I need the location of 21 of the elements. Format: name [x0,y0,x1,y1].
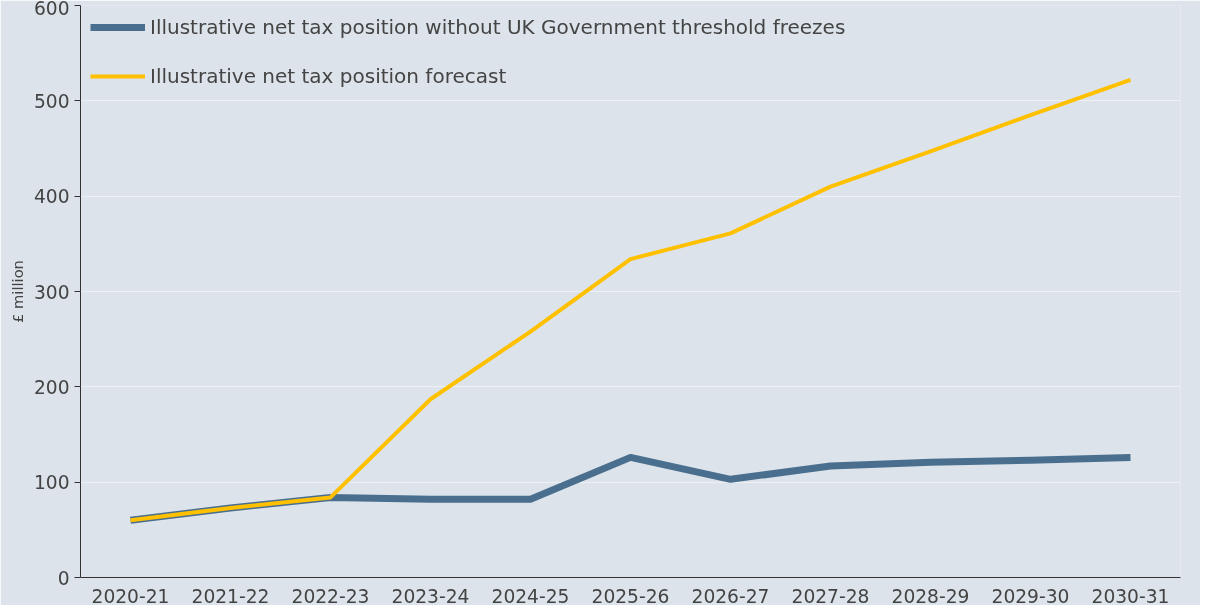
y-tick-label: 500 [33,90,70,112]
x-tick-label: 2023-24 [391,585,470,607]
x-tick-label: 2024-25 [491,585,570,607]
y-tick-label: 200 [33,376,70,398]
x-tick-label: 2025-26 [591,585,670,607]
y-tick-label: 0 [57,567,70,589]
legend-label: Illustrative net tax position without UK Government threshold freezes [150,15,846,39]
y-tick-label: 400 [33,186,70,208]
x-tick-label: 2030-31 [1091,585,1170,607]
x-tick-label: 2022-23 [291,585,370,607]
x-tick-label: 2027-28 [791,585,870,607]
y-tick-label: 300 [33,281,70,303]
y-tick-label: 600 [33,0,70,19]
y-axis-title: £ million [8,260,26,323]
legend-label: Illustrative net tax position forecast [150,64,507,88]
x-tick-label: 2020-21 [91,585,170,607]
x-tick-label: 2029-30 [991,585,1070,607]
y-tick-label: 100 [33,472,70,494]
x-tick-label: 2028-29 [891,585,970,607]
x-tick-label: 2026-27 [691,585,770,607]
x-tick-label: 2021-22 [191,585,270,607]
